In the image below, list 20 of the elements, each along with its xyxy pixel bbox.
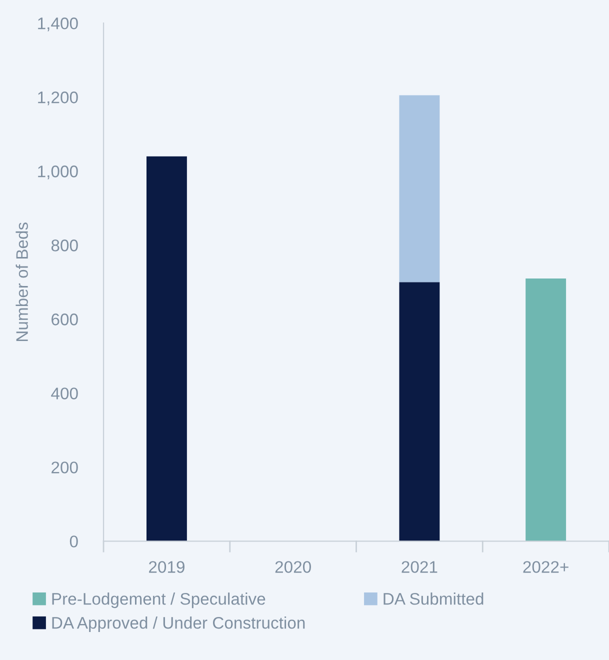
bar bbox=[399, 95, 440, 282]
y-tick-label: 0 bbox=[70, 536, 78, 548]
bar bbox=[146, 156, 187, 542]
y-tick-label: 200 bbox=[52, 462, 78, 474]
y-tick-label: 1,000 bbox=[38, 166, 78, 180]
x-tick-label: 2022+ bbox=[523, 561, 568, 573]
legend-label: DA Submitted bbox=[384, 592, 484, 605]
y-axis-title: Number of Beds bbox=[16, 222, 28, 341]
y-tick-label: 800 bbox=[51, 240, 78, 252]
legend-label: Pre-Lodgement / Speculative bbox=[52, 592, 266, 608]
y-tick-label: 400 bbox=[51, 388, 78, 400]
bar bbox=[399, 282, 440, 542]
bar bbox=[526, 278, 566, 542]
y-tick-label: 600 bbox=[52, 314, 78, 326]
y-tick-label: 1,400 bbox=[38, 18, 78, 32]
x-tick-label: 2019 bbox=[149, 561, 184, 573]
x-tick-label: 2021 bbox=[402, 561, 438, 573]
x-tick-label: 2020 bbox=[275, 561, 311, 573]
y-tick-label: 1,200 bbox=[38, 92, 78, 106]
legend-label: DA Approved / Under Construction bbox=[52, 616, 305, 632]
